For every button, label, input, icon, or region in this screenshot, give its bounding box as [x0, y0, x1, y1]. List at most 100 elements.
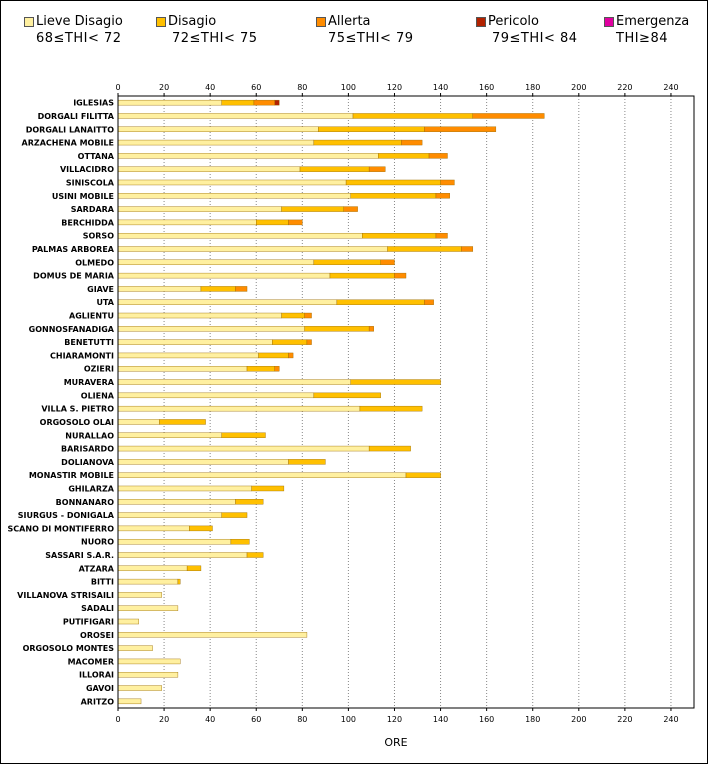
- tick-label-bottom: 40: [205, 715, 215, 724]
- legend-label: Pericolo: [488, 14, 539, 29]
- category-label: NURALLAO: [65, 431, 114, 440]
- bar-segment: [274, 99, 280, 106]
- category-label: DORGALI LANAITTO: [26, 125, 114, 134]
- category-label: SARDARA: [71, 205, 115, 214]
- bar-segment: [380, 259, 395, 266]
- bar-segment: [318, 126, 425, 132]
- bar-segment: [117, 645, 153, 651]
- bar-segment: [235, 286, 248, 292]
- category-label: VILLA S. PIETRO: [41, 405, 114, 414]
- bar-segment: [251, 485, 285, 492]
- bar-segment: [435, 232, 448, 239]
- bar-segment: [343, 206, 358, 212]
- category-label: OROSEI: [80, 631, 114, 640]
- category-label: OZIERI: [84, 365, 114, 374]
- bar-segment: [117, 592, 162, 598]
- category-label: ORGOSOLO OLAI: [40, 418, 114, 427]
- bar-segment: [117, 698, 142, 705]
- bar-segment: [117, 153, 379, 159]
- bar-segment: [117, 499, 236, 505]
- tick-label-bottom: 60: [251, 715, 261, 724]
- category-label: BONNANARO: [56, 498, 115, 507]
- legend-range: 79≤THI< 84: [492, 31, 578, 46]
- bar-segment: [350, 193, 437, 199]
- bar-segment: [378, 153, 430, 159]
- bar-segment: [117, 179, 347, 186]
- bar-segment: [117, 272, 331, 279]
- category-label: DOMUS DE MARIA: [33, 272, 115, 281]
- tick-label-top: 40: [205, 83, 215, 92]
- legend-range: THI≥84: [616, 31, 668, 46]
- tick-label-bottom: 200: [571, 715, 586, 724]
- bar-segment: [189, 525, 213, 532]
- bar-segment: [117, 232, 363, 239]
- bar-segment: [117, 472, 407, 478]
- bar-segment: [288, 352, 294, 359]
- tick-label-bottom: 120: [387, 715, 402, 724]
- tick-label-top: 100: [341, 83, 356, 92]
- bar-segment: [117, 512, 222, 518]
- category-label: MONASTIR MOBILE: [29, 471, 114, 480]
- bar-segment: [117, 286, 202, 292]
- bar-segment: [117, 246, 388, 252]
- bar-segment: [200, 286, 236, 292]
- bar-segment: [117, 578, 179, 585]
- bar-segment: [221, 99, 255, 106]
- tick-label-bottom: 0: [115, 715, 120, 724]
- bar-segment: [405, 472, 441, 478]
- plot-area: [118, 96, 694, 708]
- legend-label: Allerta: [328, 14, 371, 29]
- legend-swatch: [476, 17, 486, 27]
- bar-segment: [221, 512, 248, 518]
- bar-segment: [117, 219, 257, 226]
- tick-label-top: 240: [663, 83, 678, 92]
- bar-segment: [424, 126, 497, 132]
- bar-segment: [359, 405, 423, 412]
- legend-swatch: [604, 17, 614, 27]
- bar-segment: [368, 326, 374, 332]
- category-label: USINI MOBILE: [52, 192, 114, 201]
- bar-segment: [117, 538, 232, 545]
- bar-segment: [435, 193, 450, 199]
- tick-label-bottom: 80: [297, 715, 307, 724]
- bar-segment: [117, 565, 188, 572]
- bar-segment: [117, 379, 351, 385]
- bar-segment: [329, 272, 395, 279]
- bar-segment: [246, 366, 275, 372]
- category-label: SASSARI S.A.R.: [45, 551, 114, 560]
- bar-segment: [117, 685, 162, 691]
- category-label: GONNOSFANADIGA: [29, 325, 115, 334]
- legend-range: 68≤THI< 72: [36, 31, 122, 46]
- bar-segment: [313, 139, 402, 146]
- category-label: ARITZO: [81, 697, 115, 706]
- category-label: DOLIANOVA: [61, 458, 115, 467]
- x-axis-title: ORE: [384, 736, 407, 749]
- bar-segment: [117, 366, 248, 372]
- bar-segment: [352, 113, 474, 119]
- category-label: OLIENA: [81, 391, 115, 400]
- category-label: BITTI: [91, 578, 114, 587]
- category-label: GAVOI: [86, 684, 114, 693]
- category-label: BERCHIDDA: [61, 218, 115, 227]
- category-label: BARISARDO: [61, 445, 114, 454]
- tick-label-bottom: 240: [663, 715, 678, 724]
- bar-segment: [336, 299, 425, 305]
- category-label: GHILARZA: [68, 484, 114, 493]
- bar-segment: [117, 605, 179, 611]
- category-label: BENETUTTI: [64, 338, 114, 347]
- tick-label-bottom: 180: [525, 715, 540, 724]
- category-label: SADALI: [81, 604, 114, 613]
- legend-range: 72≤THI< 75: [172, 31, 258, 46]
- bar-segment: [117, 193, 351, 199]
- bar-segment: [117, 632, 308, 638]
- tick-label-top: 60: [251, 83, 261, 92]
- bar-segment: [428, 153, 448, 159]
- category-label: MACOMER: [68, 657, 114, 666]
- bar-segment: [117, 432, 222, 438]
- category-label: VILLANOVA STRISAILI: [17, 591, 114, 600]
- category-label: PALMAS ARBOREA: [32, 245, 115, 254]
- bar-segment: [186, 565, 202, 572]
- tick-label-top: 80: [297, 83, 307, 92]
- bar-segment: [256, 219, 289, 226]
- bar-segment: [117, 126, 319, 132]
